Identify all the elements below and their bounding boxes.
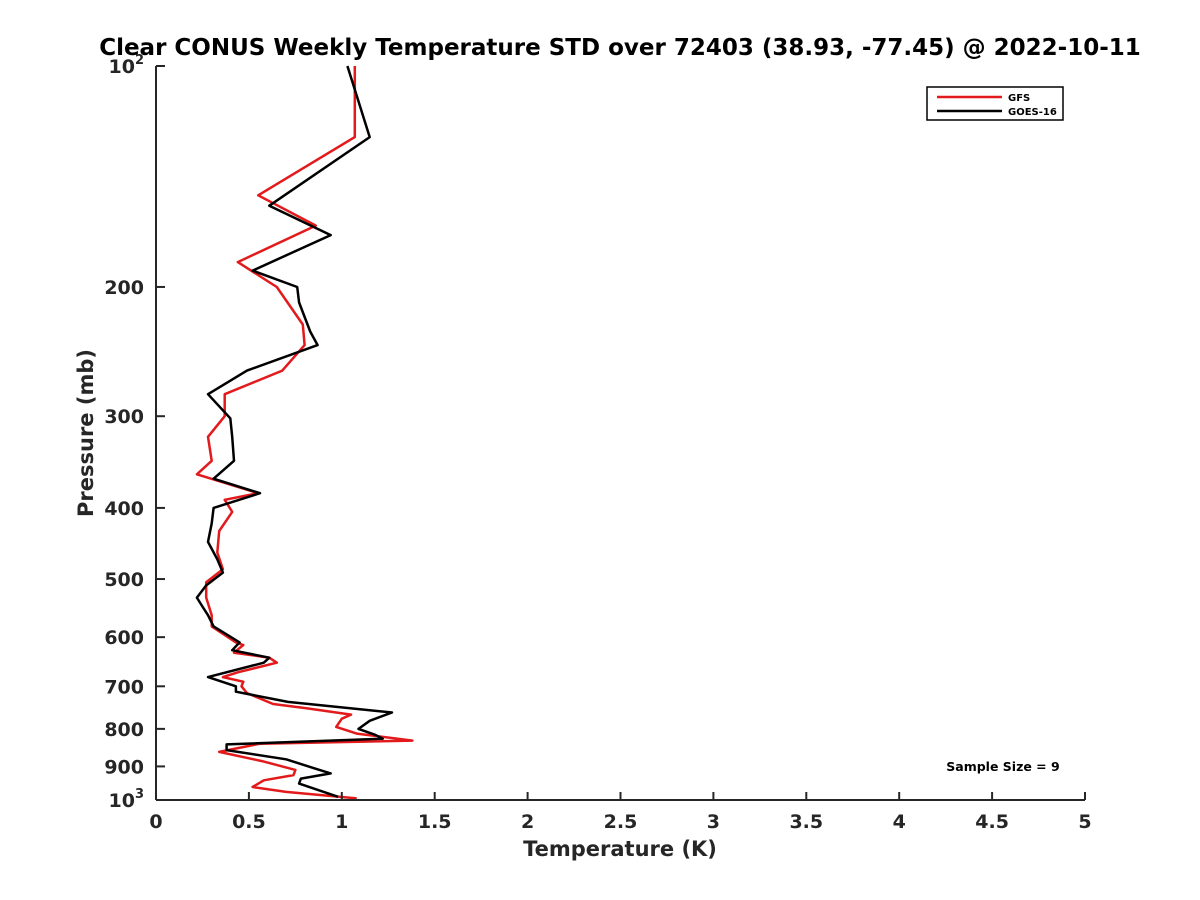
series-line-gfs — [195, 66, 414, 800]
x-tick-label: 2 — [521, 811, 534, 833]
y-tick-exponent: 2 — [135, 53, 144, 68]
legend-label-goes16: GOES-16 — [1008, 107, 1057, 118]
y-tick-base: 10 — [109, 790, 135, 812]
y-tick-label: 400 — [104, 498, 144, 520]
legend: GFS GOES-16 — [926, 86, 1064, 121]
legend-label-gfs: GFS — [1008, 93, 1030, 104]
x-tick-label: 3 — [707, 811, 720, 833]
y-tick-label: 500 — [104, 569, 144, 591]
y-tick-label: 900 — [104, 756, 144, 778]
y-tick-label: 102 — [109, 53, 145, 78]
x-tick-label: 2.5 — [604, 811, 638, 833]
y-tick-label: 600 — [104, 627, 144, 649]
y-tick-label: 700 — [104, 676, 144, 698]
chart-title: Clear CONUS Weekly Temperature STD over … — [99, 35, 1141, 61]
legend-box — [926, 86, 1064, 121]
y-axis-label: Pressure (mb) — [74, 349, 98, 517]
sample-size-annotation: Sample Size = 9 — [946, 759, 1059, 774]
x-axis-label: Temperature (K) — [523, 837, 717, 861]
x-ticks: 0 0.5 1 1.5 2 2.5 3 3.5 4 4.5 5 — [149, 792, 1092, 833]
x-tick-label: 3.5 — [789, 811, 823, 833]
y-tick-label: 300 — [104, 406, 144, 428]
y-tick-label: 103 — [109, 787, 145, 812]
y-tick-label: 800 — [104, 719, 144, 741]
y-tick-base: 10 — [109, 56, 135, 78]
x-tick-label: 1 — [335, 811, 348, 833]
x-tick-label: 5 — [1078, 811, 1091, 833]
x-tick-label: 1.5 — [418, 811, 452, 833]
series-layer — [195, 65, 414, 800]
x-tick-label: 0.5 — [232, 811, 266, 833]
series-line-goes16 — [195, 65, 394, 798]
y-tick-exponent: 3 — [135, 787, 144, 802]
x-tick-label: 0 — [149, 811, 162, 833]
x-tick-label: 4 — [893, 811, 906, 833]
y-tick-label: 200 — [104, 277, 144, 299]
x-tick-label: 4.5 — [975, 811, 1009, 833]
